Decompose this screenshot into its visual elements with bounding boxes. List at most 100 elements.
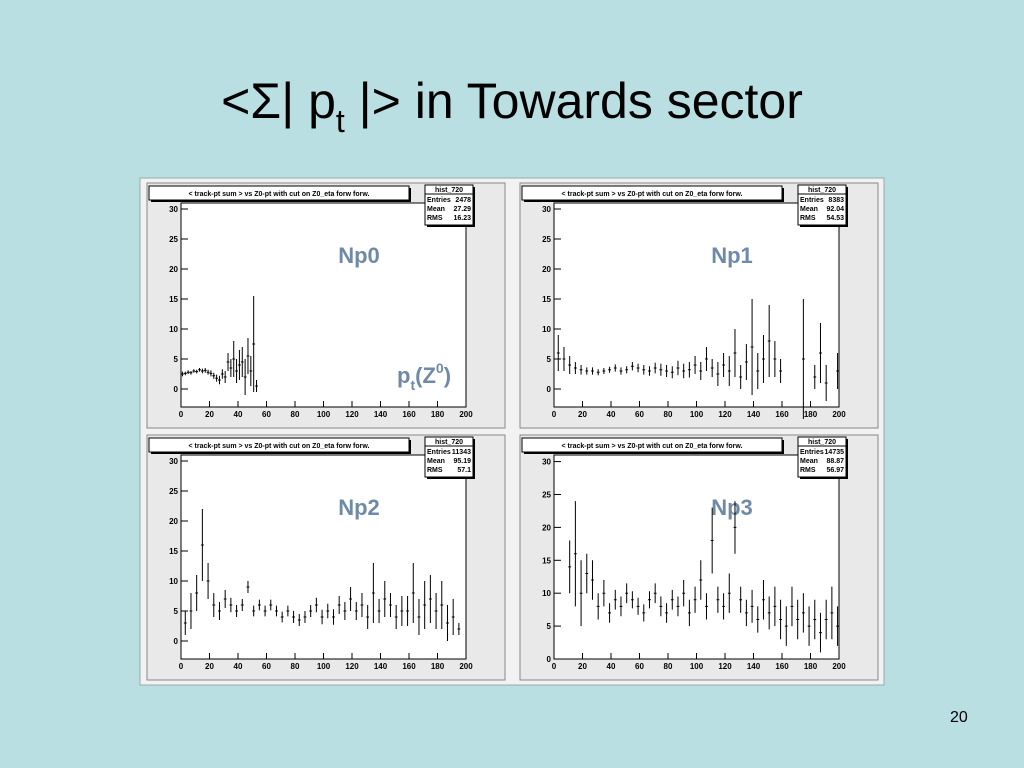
page-number: 20 [950, 709, 968, 726]
error-bar-point [653, 362, 657, 374]
stats-value: 88.87 [826, 458, 844, 465]
error-bar-point [206, 563, 210, 599]
error-bar-point [417, 599, 421, 635]
error-bar-point [232, 341, 236, 377]
stats-label: RMS [427, 467, 443, 474]
error-bar-point [602, 368, 606, 374]
error-bar-point [229, 597, 233, 613]
plot-frame [180, 202, 467, 408]
error-bar-point [693, 586, 697, 613]
error-bar-point [218, 602, 221, 620]
error-bar-point [240, 347, 244, 377]
y-tick-label: 30 [169, 457, 178, 466]
x-tick-label: 100 [690, 410, 704, 419]
x-tick-label: 140 [747, 662, 761, 671]
stats-name: hist_720 [435, 439, 463, 446]
error-bar-point [750, 299, 754, 395]
stats-label: Entries [800, 197, 824, 204]
x-tick-label: 60 [635, 662, 644, 671]
error-bar-point [389, 593, 392, 617]
x-tick-label: 120 [718, 662, 732, 671]
x-tick-label: 80 [664, 662, 673, 671]
error-bar-point [670, 366, 674, 379]
x-tick-label: 180 [804, 662, 818, 671]
error-bar-point [705, 347, 708, 371]
title-box [148, 185, 410, 201]
y-tick-label: 25 [542, 490, 551, 499]
error-bar-point [226, 353, 230, 371]
histogram-title: < track-pt sum > vs Z0-pt with cut on Z0… [189, 443, 370, 450]
x-axis-label: pt(Z0) [397, 360, 451, 393]
error-bar-point [235, 359, 238, 383]
stats-value: 54.53 [826, 215, 844, 222]
error-bar-point [625, 366, 629, 374]
error-bar-point [314, 597, 318, 613]
error-bar-point [246, 581, 250, 593]
error-bar-point [773, 341, 777, 377]
stats-value: 27.29 [453, 206, 471, 213]
stats-value: 16.23 [453, 215, 471, 222]
error-bar-point [790, 586, 794, 627]
histogram-panel: 0 20 40 60 80 100 120 140 160 180 200 0 5 10 15 20 25 30 <… [146, 182, 506, 429]
x-tick-label: 200 [459, 410, 473, 419]
error-bar-point [630, 362, 634, 371]
error-bar-point [767, 596, 771, 630]
error-bar-point [195, 575, 199, 611]
title-box [148, 437, 410, 453]
error-bar-point [198, 368, 201, 372]
stats-label: Mean [427, 206, 445, 213]
error-bar-point [428, 575, 432, 623]
error-bar-point [767, 305, 771, 377]
stats-label: RMS [800, 215, 816, 222]
error-bar-point [682, 363, 686, 379]
x-tick-label: 0 [552, 662, 557, 671]
x-tick-label: 0 [179, 662, 184, 671]
y-tick-label: 20 [169, 517, 178, 526]
x-tick-label: 160 [775, 662, 789, 671]
plot-frame [180, 454, 467, 660]
stats-label: Mean [800, 206, 818, 213]
error-bar-point [659, 596, 663, 617]
error-bar-point [716, 586, 720, 613]
x-axis-label-part: ) [444, 363, 451, 388]
error-bar-point [212, 593, 216, 617]
stats-value: 14735 [825, 449, 845, 456]
error-bar-point [568, 540, 572, 594]
error-bar-point [665, 603, 668, 623]
error-bar-point [183, 371, 187, 376]
error-bar-point [784, 606, 788, 646]
x-tick-label: 140 [374, 662, 388, 671]
error-bar-point [573, 362, 577, 374]
x-tick-label: 200 [459, 662, 473, 671]
error-bar-point [722, 353, 725, 377]
slide-title: <Σ| pt |> in Towards sector [221, 73, 803, 139]
error-bar-point [200, 368, 204, 374]
y-tick-label: 15 [542, 556, 551, 565]
plot-frame [553, 202, 840, 408]
x-axis-label-part: 0 [436, 360, 444, 376]
error-bar-point [280, 611, 284, 623]
error-bar-point [744, 599, 748, 627]
error-bar-point [824, 365, 828, 401]
error-bar-point [613, 589, 617, 610]
error-bar-point [613, 364, 617, 372]
error-bar-point [801, 593, 805, 633]
error-bar-point [591, 560, 594, 600]
error-bar-point [192, 369, 196, 373]
stats-label: Mean [800, 458, 818, 465]
x-tick-label: 100 [317, 662, 331, 671]
stats-label: Entries [427, 197, 451, 204]
title-subscript: t [336, 103, 345, 139]
error-bar-point [411, 563, 415, 623]
error-bar-point [337, 596, 341, 614]
error-bar-point [687, 599, 691, 627]
y-tick-label: 10 [542, 325, 551, 334]
error-bar-point [303, 611, 307, 623]
error-bar-point [619, 367, 623, 375]
error-bar-point [653, 583, 657, 604]
error-bar-point [275, 605, 278, 617]
error-bar-point [269, 599, 273, 611]
error-bar-point [744, 344, 748, 380]
error-bar-point [779, 359, 782, 383]
y-tick-label: 20 [542, 523, 551, 532]
